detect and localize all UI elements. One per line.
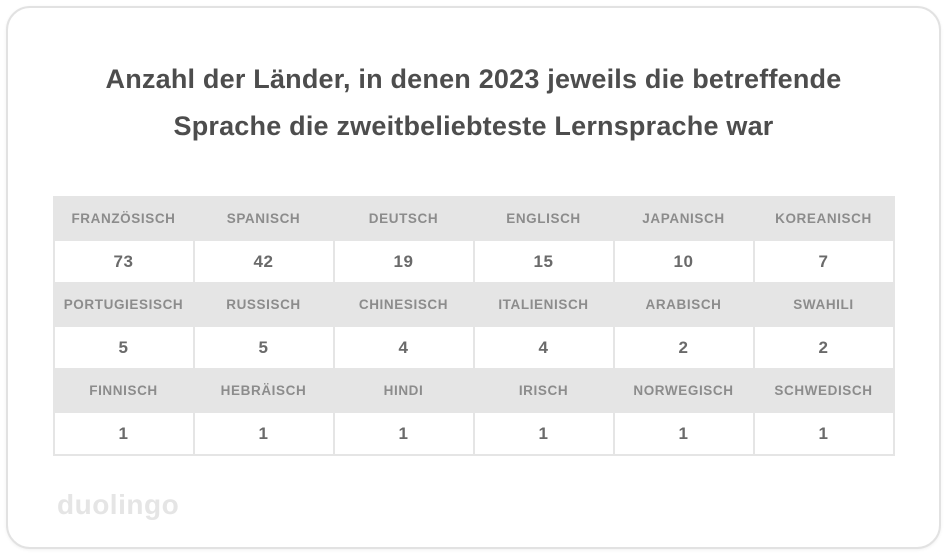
language-value: 1 [612, 411, 755, 456]
table-row-values-1: 73 42 19 15 10 7 [52, 239, 895, 284]
language-value: 4 [332, 325, 475, 370]
language-value: 2 [752, 325, 895, 370]
language-label: FRANZÖSISCH [52, 196, 195, 241]
language-value: 15 [472, 239, 615, 284]
language-value: 73 [52, 239, 195, 284]
table-row-labels-3: FINNISCH HEBRÄISCH HINDI IRISCH NORWEGIS… [52, 368, 895, 413]
language-value: 4 [472, 325, 615, 370]
language-label: NORWEGISCH [612, 368, 755, 413]
table-row-values-3: 1 1 1 1 1 1 [52, 411, 895, 456]
language-value: 5 [52, 325, 195, 370]
language-value: 1 [52, 411, 195, 456]
language-value: 19 [332, 239, 475, 284]
language-label: RUSSISCH [192, 282, 335, 327]
language-value: 2 [612, 325, 755, 370]
duolingo-logo: duolingo [57, 489, 180, 520]
language-label: SWAHILI [752, 282, 895, 327]
language-label: CHINESISCH [332, 282, 475, 327]
language-label: HEBRÄISCH [192, 368, 335, 413]
language-label: PORTUGIESISCH [52, 282, 195, 327]
language-table: FRANZÖSISCH SPANISCH DEUTSCH ENGLISCH JA… [52, 196, 895, 456]
language-label: ENGLISCH [472, 196, 615, 241]
table-row-labels-2: PORTUGIESISCH RUSSISCH CHINESISCH ITALIE… [52, 282, 895, 327]
language-label: DEUTSCH [332, 196, 475, 241]
language-label: SCHWEDISCH [752, 368, 895, 413]
page-title-line1: Anzahl der Länder, in denen 2023 jeweils… [105, 64, 842, 94]
language-value: 1 [472, 411, 615, 456]
language-value: 1 [752, 411, 895, 456]
language-label: ITALIENISCH [472, 282, 615, 327]
language-value: 42 [192, 239, 335, 284]
language-value: 1 [332, 411, 475, 456]
infographic-card: Anzahl der Länder, in denen 2023 jeweils… [6, 6, 941, 549]
table-row-values-2: 5 5 4 4 2 2 [52, 325, 895, 370]
language-value: 10 [612, 239, 755, 284]
language-value: 1 [192, 411, 335, 456]
language-label: ARABISCH [612, 282, 755, 327]
page-title: Anzahl der Länder, in denen 2023 jeweils… [38, 56, 909, 150]
language-label: JAPANISCH [612, 196, 755, 241]
language-value: 7 [752, 239, 895, 284]
table-row-labels-1: FRANZÖSISCH SPANISCH DEUTSCH ENGLISCH JA… [52, 196, 895, 241]
language-label: HINDI [332, 368, 475, 413]
language-value: 5 [192, 325, 335, 370]
language-label: IRISCH [472, 368, 615, 413]
language-label: FINNISCH [52, 368, 195, 413]
language-label: KOREANISCH [752, 196, 895, 241]
language-label: SPANISCH [192, 196, 335, 241]
page-title-line2: Sprache die zweitbeliebteste Lernsprache… [173, 111, 774, 141]
